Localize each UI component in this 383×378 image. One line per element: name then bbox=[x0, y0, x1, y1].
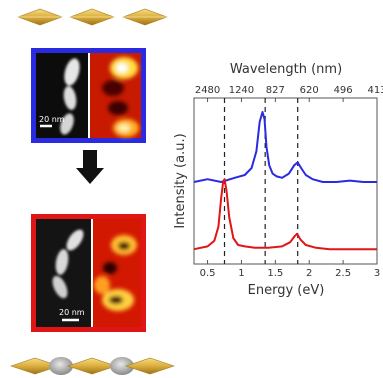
x-axis-label: Energy (eV) bbox=[248, 283, 325, 298]
top-tick-label: 496 bbox=[334, 85, 353, 96]
y-axis-label: Intensity (a.u.) bbox=[173, 133, 188, 228]
bottom-bipyramid-chain bbox=[10, 357, 175, 375]
top-bipyramid-row bbox=[17, 8, 168, 26]
top-scale-label: 20 nm bbox=[39, 115, 65, 124]
bottom-eels-hotspots bbox=[94, 235, 137, 311]
top-tick-label: 827 bbox=[266, 85, 285, 96]
x-tick-label: 3 bbox=[374, 268, 380, 279]
bottom-scale-label: 20 nm bbox=[59, 308, 85, 317]
x-tick-label: 1 bbox=[238, 268, 244, 279]
x-tick-group: 0.5 1 1.5 2 2.5 3 bbox=[200, 260, 380, 279]
x-tick-label: 1.5 bbox=[267, 268, 283, 279]
silica-sphere-icon bbox=[110, 357, 134, 375]
silica-sphere-icon bbox=[49, 357, 73, 375]
gold-bipyramid-icon bbox=[67, 357, 117, 375]
top-tick-label: 413 bbox=[367, 85, 383, 96]
series-line-1 bbox=[193, 178, 377, 251]
gold-bipyramid-icon bbox=[69, 8, 115, 26]
top-microscopy-panel: 20 nm bbox=[31, 48, 146, 143]
gold-bipyramid-icon bbox=[17, 8, 63, 26]
top-tick-label: 620 bbox=[300, 85, 319, 96]
top-axis-label: Wavelength (nm) bbox=[230, 62, 342, 77]
gold-bipyramid-icon bbox=[122, 8, 168, 26]
top-tick-label: 2480 bbox=[195, 85, 220, 96]
bottom-panel-divider bbox=[91, 219, 93, 327]
x-tick-label: 0.5 bbox=[200, 268, 216, 279]
top-tick-group: 2480 1240 827 620 496 413 bbox=[195, 85, 383, 102]
x-tick-label: 2.5 bbox=[335, 268, 351, 279]
dashed-line-group bbox=[223, 98, 299, 264]
bottom-microscopy-panel: 20 nm bbox=[31, 214, 146, 332]
gold-bipyramid-icon bbox=[125, 357, 175, 375]
top-haadf-particles bbox=[60, 58, 80, 135]
top-panel-divider bbox=[88, 53, 90, 138]
top-tick-label: 1240 bbox=[229, 85, 254, 96]
x-tick-label: 2 bbox=[306, 268, 312, 279]
top-eels-hotspots bbox=[102, 57, 139, 137]
series-group bbox=[193, 111, 377, 251]
series-line-0 bbox=[193, 111, 377, 183]
bottom-haadf-particles bbox=[52, 229, 84, 299]
spectrum-chart: Wavelength (nm) 0.5 1 1.5 2 2.5 3 2480 1240 827… bbox=[173, 62, 383, 298]
arrow-down-icon bbox=[76, 150, 104, 184]
